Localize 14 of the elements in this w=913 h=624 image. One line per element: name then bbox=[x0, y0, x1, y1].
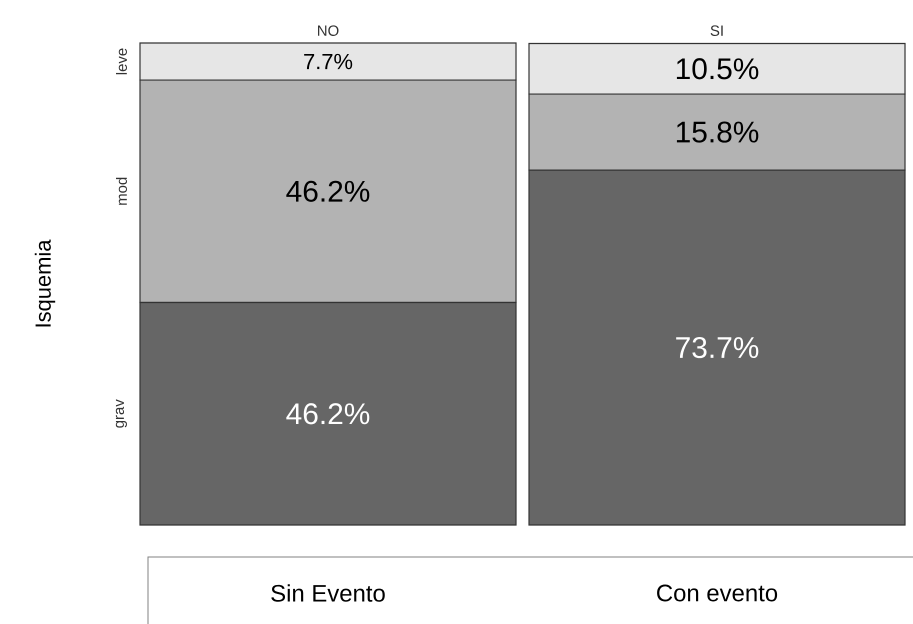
text: Con evento bbox=[657, 584, 778, 602]
text: mod bbox=[116, 178, 127, 205]
data-label: 46.2% bbox=[286, 403, 370, 424]
data-label: 7.7% bbox=[304, 54, 352, 70]
text: grav bbox=[116, 399, 127, 428]
y-axis-title: Isquemia bbox=[34, 240, 56, 326]
data-label: 10.5% bbox=[676, 58, 758, 80]
data-label: 15.8% bbox=[676, 121, 758, 143]
data-label: 46.2% bbox=[286, 180, 370, 202]
x-tick-label: NO bbox=[318, 25, 338, 36]
text: Sin Evento bbox=[271, 584, 385, 602]
data-label: 73.7% bbox=[676, 336, 758, 358]
text: leve bbox=[116, 48, 127, 74]
x-tick-label: SI bbox=[710, 25, 723, 36]
